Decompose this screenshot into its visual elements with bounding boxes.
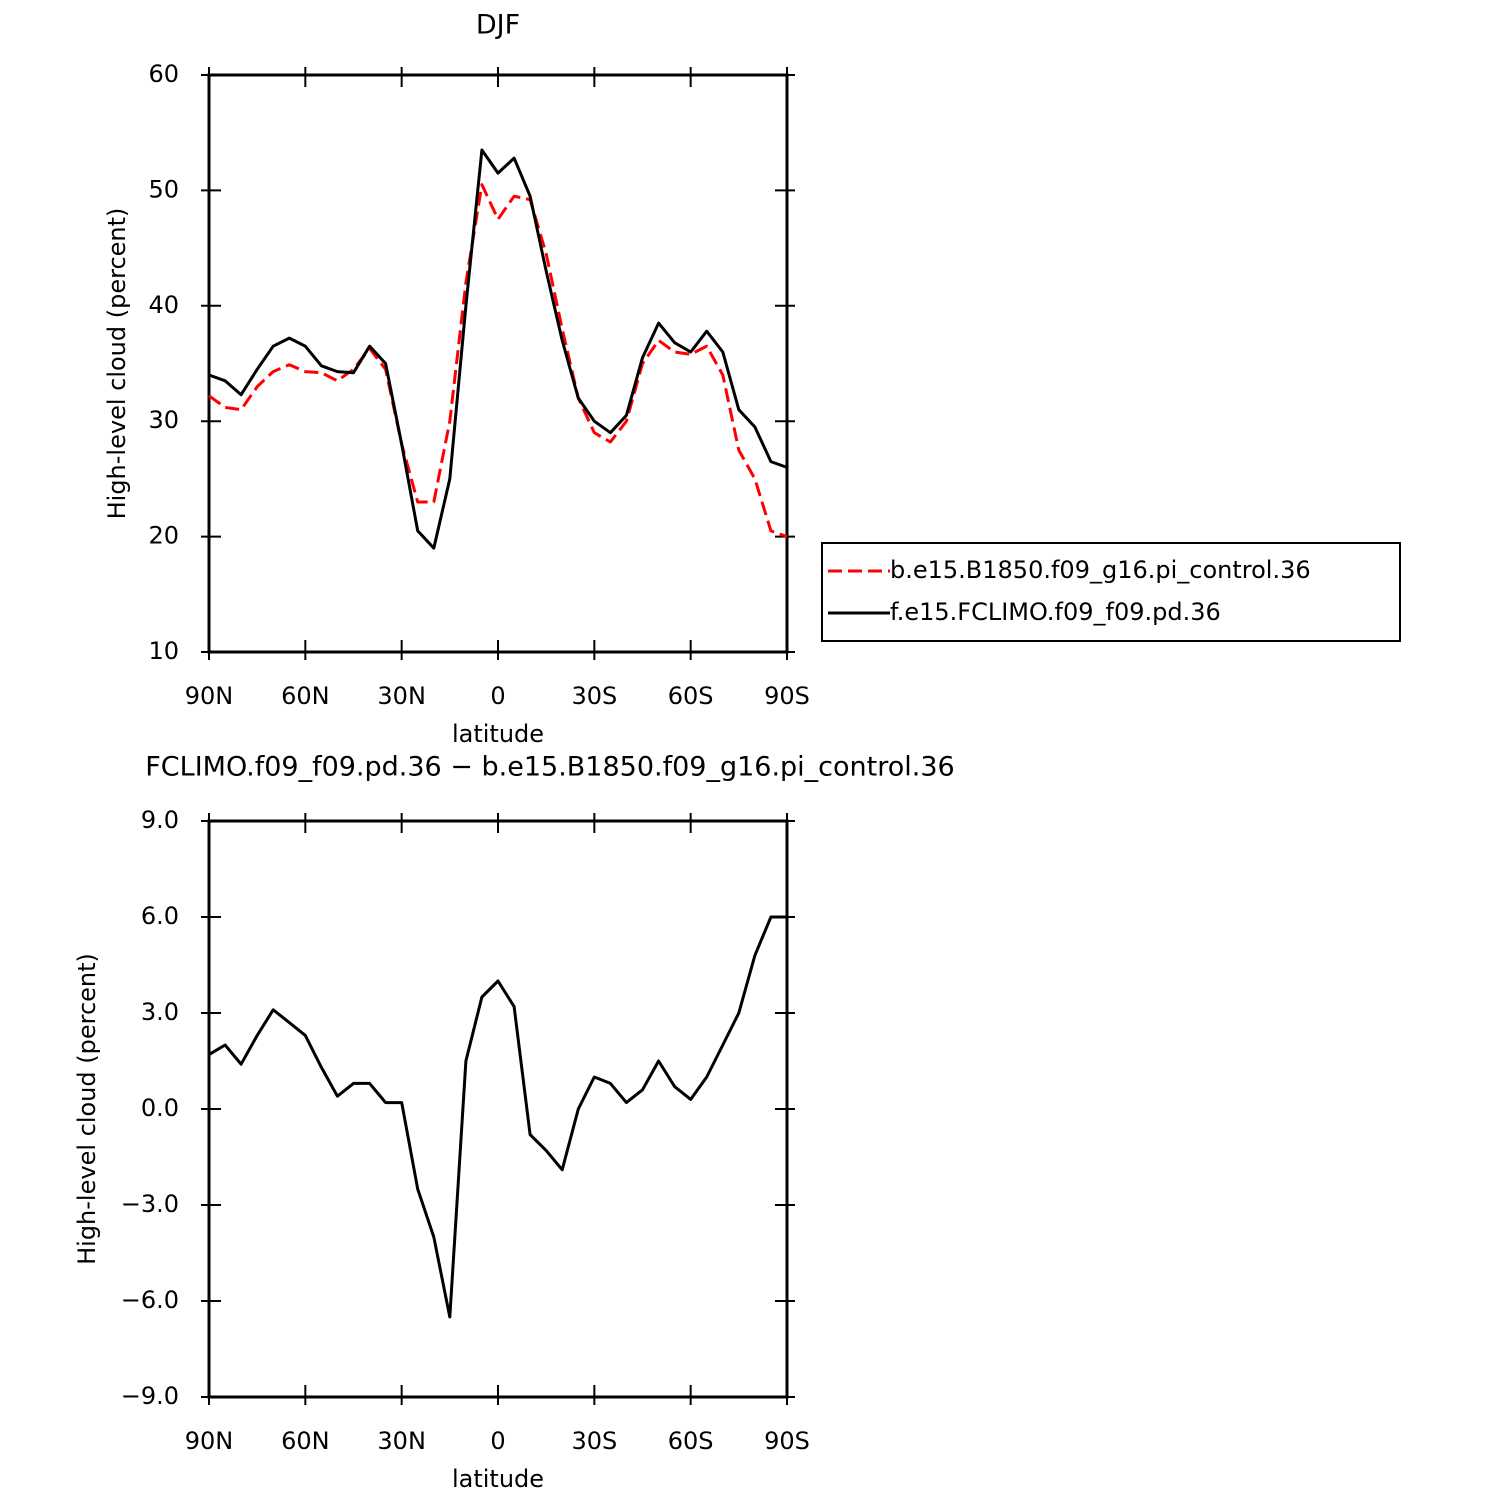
series-line [208,183,788,539]
legend-label: f.e15.FCLIMO.f09_f09.pd.36 [890,598,1221,626]
legend-label: b.e15.B1850.f09_g16.pi_control.36 [890,556,1311,584]
y-tick-label: 30 [148,406,179,434]
y-tick-label: 60 [148,60,179,88]
y-tick-label: 6.0 [141,902,179,930]
x-tick-label: 60S [668,682,714,710]
x-tick-label: 60N [281,682,330,710]
y-axis-label: High-level cloud (percent) [73,953,101,1265]
y-tick-label: 0.0 [141,1094,179,1122]
x-tick-label: 60N [281,1427,330,1455]
y-tick-label: 50 [148,175,179,203]
chart-title: FCLIMO.f09_f09.pd.36 − b.e15.B1850.f09_g… [145,752,954,783]
x-tick-label: 30N [377,1427,426,1455]
y-tick-label: 20 [148,522,179,550]
y-tick-label: −3.0 [121,1190,179,1218]
x-tick-label: 90S [764,1427,810,1455]
series-line [208,915,787,1319]
x-axis-label: latitude [452,720,544,748]
x-tick-label: 60S [668,1427,714,1455]
plot-frame [207,819,789,1399]
x-axis-label: latitude [452,1465,544,1493]
x-tick-label: 90N [185,682,234,710]
x-tick-label: 30S [571,682,617,710]
y-tick-label: 40 [148,291,179,319]
x-tick-label: 90S [764,682,810,710]
y-tick-label: −9.0 [121,1382,179,1410]
y-axis-label: High-level cloud (percent) [103,208,131,520]
chart-title: DJF [476,10,520,41]
series-line [208,148,788,550]
x-tick-label: 30S [571,1427,617,1455]
plot-frame [207,73,789,654]
y-tick-label: 10 [148,637,179,665]
legend-box [821,542,1401,642]
y-tick-label: −6.0 [121,1286,179,1314]
x-tick-label: 30N [377,682,426,710]
x-tick-label: 0 [490,682,505,710]
x-tick-label: 90N [185,1427,234,1455]
x-tick-label: 0 [490,1427,505,1455]
y-tick-label: 3.0 [141,998,179,1026]
y-tick-label: 9.0 [141,806,179,834]
